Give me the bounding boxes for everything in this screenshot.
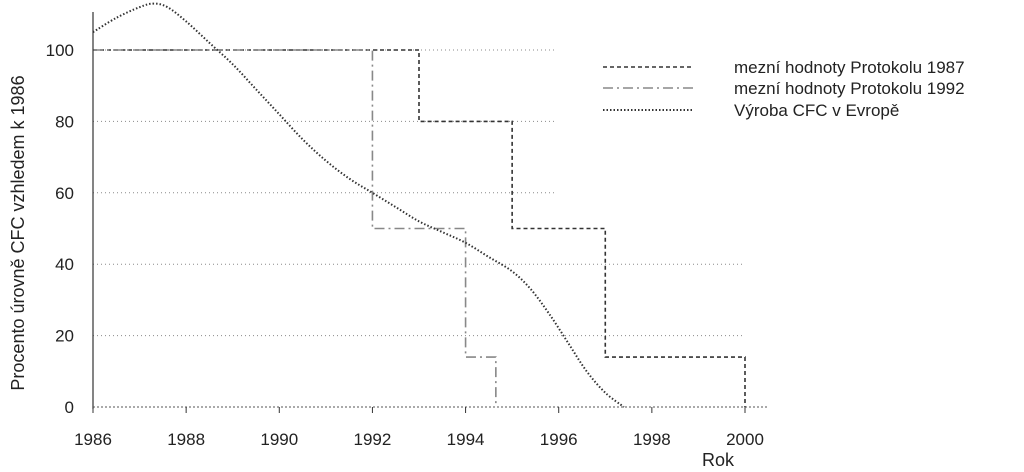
series-line-3 [93, 2, 625, 408]
legend: mezní hodnoty Protokolu 1987 mezní hodnot… [603, 58, 965, 120]
gridlines [93, 49, 745, 337]
y-tick-label-0: 0 [65, 398, 74, 417]
y-tick-label-60: 60 [55, 184, 74, 203]
series-line-1 [93, 49, 746, 407]
y-tick-label-80: 80 [55, 112, 74, 131]
series-line-2 [93, 49, 497, 407]
series-lines [93, 2, 746, 408]
axes [92, 12, 768, 413]
x-tick-label-1992: 1992 [354, 430, 392, 449]
tick-labels: 1986 1988 1990 1992 1994 1996 1998 2000 0 20 40 60 8… [46, 41, 764, 449]
x-tick-label-1986: 1986 [74, 430, 112, 449]
y-tick-label-40: 40 [55, 255, 74, 274]
legend-label-1: mezní hodnoty Protokolu 1987 [734, 58, 965, 77]
x-tick-label-2000: 2000 [726, 430, 764, 449]
x-tick-label-1994: 1994 [447, 430, 485, 449]
y-axis-label: Procento úrovně CFC vzhledem k 1986 [8, 75, 28, 390]
x-tick-label-1988: 1988 [167, 430, 205, 449]
y-tick-label-100: 100 [46, 41, 74, 60]
y-tick-label-20: 20 [55, 327, 74, 346]
x-tick-label-1990: 1990 [260, 430, 298, 449]
x-axis-label: Rok [702, 450, 735, 470]
legend-label-2: mezní hodnoty Protokolu 1992 [734, 79, 965, 98]
x-tick-label-1996: 1996 [540, 430, 578, 449]
legend-label-3: Výroba CFC v Evropě [734, 101, 899, 120]
x-tick-label-1998: 1998 [633, 430, 671, 449]
